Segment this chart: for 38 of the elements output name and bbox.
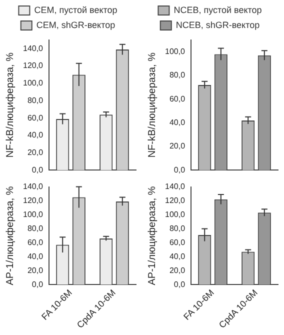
y-tick-label: 140,0 bbox=[22, 182, 44, 192]
y-tick-label: 0,0 bbox=[32, 280, 44, 289]
y-tick-label: 40,0 bbox=[27, 252, 44, 261]
y-tick-label: 20,0 bbox=[169, 266, 186, 275]
y-tick-label: 0,0 bbox=[174, 280, 186, 289]
y-tick-label: 140,0 bbox=[164, 182, 186, 192]
legend-label: CEM, пустой вектор bbox=[34, 4, 118, 15]
y-axis-title: NF-kB/люцифераза, % bbox=[4, 52, 16, 158]
legend-label: NCEB, пустой вектор bbox=[174, 4, 262, 15]
y-tick-label: 80,0 bbox=[169, 224, 186, 233]
y-tick-label: 20,0 bbox=[27, 148, 44, 158]
y-axis-title: AP-1/люцифераза, % bbox=[4, 186, 16, 286]
y-tick-label: 20,0 bbox=[169, 142, 186, 151]
y-tick-label: 40,0 bbox=[27, 130, 44, 140]
y-axis-title: AP-1/люцифераза, % bbox=[146, 186, 158, 286]
y-tick-label: 100,0 bbox=[164, 210, 186, 219]
y-tick-label: 80,0 bbox=[169, 70, 186, 80]
y-tick-label: 0,0 bbox=[32, 165, 44, 174]
y-tick-label: 100,0 bbox=[164, 47, 186, 56]
y-tick-label: 140,0 bbox=[22, 44, 44, 53]
y-tick-label: 120,0 bbox=[22, 196, 44, 205]
y-tick-label: 60,0 bbox=[169, 94, 186, 104]
legend-label: NCEB, shGR-вектор bbox=[176, 20, 260, 30]
y-tick-label: 40,0 bbox=[169, 252, 186, 261]
y-tick-label: 40,0 bbox=[169, 118, 186, 128]
y-tick-label: 120,0 bbox=[164, 196, 186, 205]
y-tick-label: 60,0 bbox=[169, 238, 186, 247]
y-tick-label: 60,0 bbox=[27, 113, 44, 122]
y-tick-label: 0,0 bbox=[174, 165, 186, 174]
y-tick-label: 120,0 bbox=[22, 61, 44, 70]
y-tick-label: 100,0 bbox=[22, 210, 44, 219]
y-tick-label: 80,0 bbox=[27, 96, 44, 105]
y-axis-title: NF-kB/люцифераза, % bbox=[146, 52, 158, 158]
legend-label: CEM, shGR-вектор bbox=[36, 20, 116, 30]
y-tick-label: 20,0 bbox=[27, 266, 44, 275]
y-tick-label: 60,0 bbox=[27, 238, 44, 247]
y-tick-label: 80,0 bbox=[27, 224, 44, 233]
y-tick-label: 100,0 bbox=[22, 78, 44, 88]
